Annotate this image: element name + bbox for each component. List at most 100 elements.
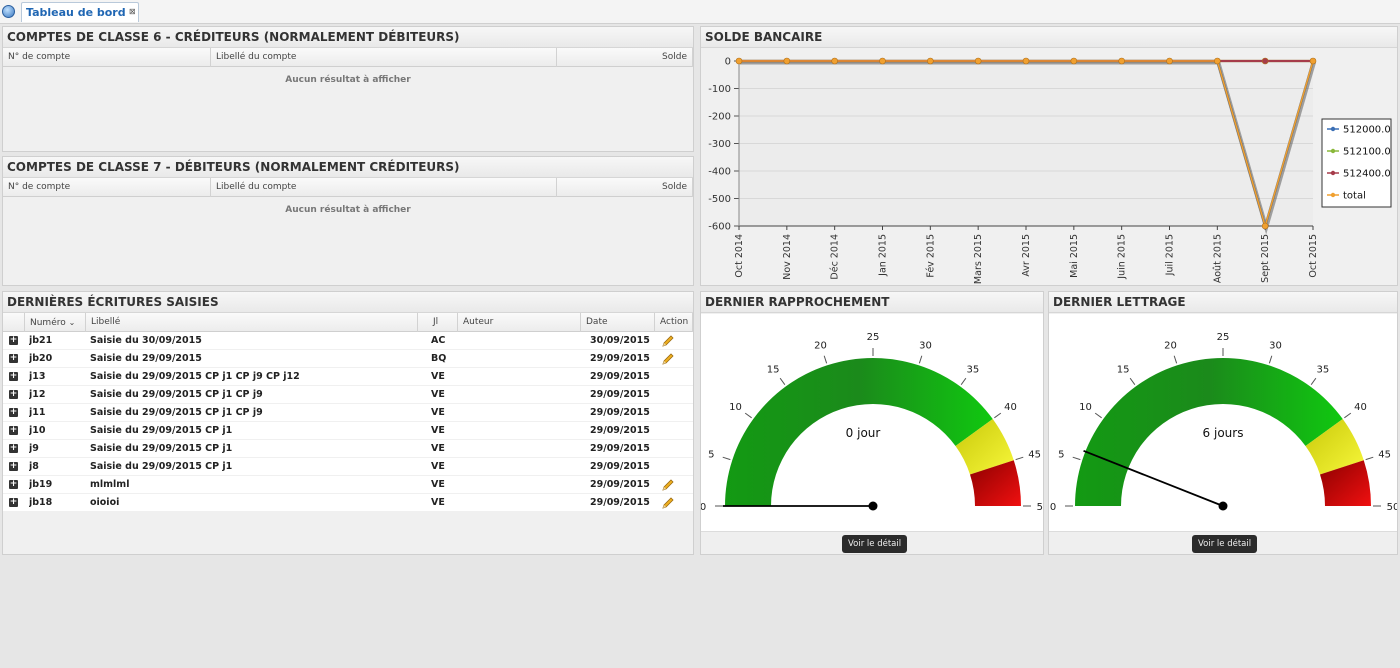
sort-desc-icon[interactable]: ⌄	[68, 318, 76, 327]
edit-pencil-icon[interactable]	[661, 352, 675, 366]
gauge-tick-label: 15	[767, 364, 780, 375]
panel-rapprochement: DERNIER RAPPROCHEMENT 0 5 10 15 20 25 30 35 40 45…	[700, 291, 1044, 555]
column-header-solde[interactable]: Solde	[557, 48, 693, 67]
panel-solde-bancaire: SOLDE BANCAIRE 0 -100 -200 -300 -400 -500 -600…	[700, 26, 1398, 286]
column-header-libelle[interactable]: Libellé du compte	[211, 48, 557, 67]
gauge-band-yellow	[955, 419, 1014, 475]
expand-icon[interactable]: +	[9, 497, 18, 507]
column-header-expand	[3, 313, 25, 332]
column-header-numero[interactable]: N° de compte	[3, 48, 211, 67]
cell-date: 29/09/2015	[590, 497, 650, 508]
cell-jl: BQ	[431, 353, 447, 364]
cell-libelle: mlmlml	[90, 479, 130, 490]
y-tick-label: -500	[708, 194, 731, 205]
table-row[interactable]: + jb21 Saisie du 30/09/2015 AC 30/09/2015	[3, 332, 693, 350]
gauge-hub	[1218, 501, 1228, 511]
data-point	[1118, 57, 1125, 65]
column-header-libelle[interactable]: Libellé	[86, 313, 418, 332]
table-row[interactable]: + j8 Saisie du 29/09/2015 CP j1 VE 29/09/201…	[3, 458, 693, 476]
x-tick-label: Sept 2015	[1260, 234, 1271, 283]
expand-icon[interactable]: +	[9, 443, 18, 453]
cell-date: 29/09/2015	[590, 443, 650, 454]
gauge-tick-label: 25	[867, 332, 880, 343]
column-header-date[interactable]: Date comptable	[581, 313, 655, 346]
gauge-lettrage: 0 5 10 15 20 25 30 35 40 45 50	[1050, 332, 1397, 513]
cell-date: 29/09/2015	[590, 461, 650, 472]
cell-date: 29/09/2015	[590, 425, 650, 436]
table-row[interactable]: + jb20 Saisie du 29/09/2015 BQ 29/09/2015	[3, 350, 693, 368]
cell-jl: AC	[431, 335, 446, 346]
cell-numero: j10	[29, 425, 46, 436]
data-point	[1166, 57, 1173, 65]
column-header-jl[interactable]: Jl	[418, 313, 458, 332]
expand-icon[interactable]: +	[9, 461, 18, 471]
gauge-tick-label: 40	[1004, 402, 1017, 413]
gauge-tick-label: 5	[708, 449, 714, 460]
edit-pencil-icon[interactable]	[661, 496, 675, 510]
table-row[interactable]: + j10 Saisie du 29/09/2015 CP j1 VE 29/09/20…	[3, 422, 693, 440]
table-row[interactable]: + j11 Saisie du 29/09/2015 CP j1 CP j9 VE 29…	[3, 404, 693, 422]
expand-icon[interactable]: +	[9, 407, 18, 417]
column-header-solde[interactable]: Solde	[557, 178, 693, 197]
gauge-tick	[1268, 355, 1273, 364]
gauge-tick-label: 10	[1079, 402, 1092, 413]
cell-numero: j12	[29, 389, 46, 400]
cell-libelle: Saisie du 29/09/2015 CP j1	[90, 425, 233, 436]
legend-label: total	[1343, 191, 1366, 202]
legend-marker	[1330, 126, 1336, 132]
gauge-tick-label: 0	[701, 502, 706, 513]
cell-numero: j9	[29, 443, 39, 454]
gauge-tick	[744, 412, 752, 419]
column-header-numero[interactable]: Numéro ⌄	[25, 313, 86, 332]
table-row[interactable]: + j9 Saisie du 29/09/2015 CP j1 VE 29/09/201…	[3, 440, 693, 458]
cell-libelle: Saisie du 29/09/2015 CP j1	[90, 443, 233, 454]
panel-title: SOLDE BANCAIRE	[701, 27, 1397, 48]
app-logo-icon[interactable]	[2, 5, 15, 18]
panel-title: DERNIER LETTRAGE	[1049, 292, 1397, 313]
expand-icon[interactable]: +	[9, 389, 18, 399]
data-point	[1261, 222, 1269, 230]
cell-date: 29/09/2015	[590, 407, 650, 418]
y-tick-label: -200	[708, 112, 731, 123]
expand-icon[interactable]: +	[9, 335, 18, 345]
gauge-tick-label: 15	[1117, 364, 1130, 375]
edit-pencil-icon[interactable]	[661, 478, 675, 492]
gauge-tick	[1365, 456, 1374, 461]
empty-message: Aucun résultat à afficher	[285, 75, 411, 85]
gauge-tick-label: 20	[1164, 340, 1177, 351]
gauge-tick	[1344, 412, 1352, 419]
cell-libelle: Saisie du 30/09/2015	[90, 335, 202, 346]
column-header-auteur[interactable]: Auteur	[458, 313, 581, 332]
expand-icon[interactable]: +	[9, 353, 18, 363]
edit-pencil-icon[interactable]	[661, 334, 675, 348]
column-header-libelle[interactable]: Libellé du compte	[211, 178, 557, 197]
gauge-tick-label: 30	[919, 340, 932, 351]
gauge-tick-label: 45	[1378, 449, 1391, 460]
expand-icon[interactable]: +	[9, 479, 18, 489]
gauge-tick-label: 45	[1028, 449, 1041, 460]
expand-icon[interactable]: +	[9, 425, 18, 435]
gauge-tick	[1173, 355, 1178, 364]
data-point	[1214, 57, 1221, 65]
x-tick-label: Déc 2014	[830, 234, 841, 280]
table-row[interactable]: + jb18 oioioi VE 29/09/2015	[3, 494, 693, 512]
tab-tableau-de-bord[interactable]: Tableau de bord ⊠	[21, 2, 139, 22]
x-tick-label: Mai 2015	[1069, 234, 1080, 278]
panel-classe7: COMPTES DE CLASSE 7 - DÉBITEURS (NORMALE…	[2, 156, 694, 286]
voir-detail-button[interactable]: Voir le détail	[1192, 535, 1258, 553]
gauge-footer: Voir le détail	[701, 531, 1043, 554]
legend-label: 512100.0	[1343, 147, 1391, 158]
expand-icon[interactable]: +	[9, 371, 18, 381]
close-icon[interactable]: ⊠	[128, 7, 136, 16]
table-row[interactable]: + j12 Saisie du 29/09/2015 CP j1 CP j9 VE 29…	[3, 386, 693, 404]
gauge-tick	[960, 377, 967, 385]
cell-numero: j11	[29, 407, 46, 418]
table-row[interactable]: + jb19 mlmlml VE 29/09/2015	[3, 476, 693, 494]
table-row[interactable]: + j13 Saisie du 29/09/2015 CP j1 CP j9 CP …	[3, 368, 693, 386]
column-header-numero[interactable]: N° de compte	[3, 178, 211, 197]
gauge-tick	[994, 412, 1002, 419]
empty-message: Aucun résultat à afficher	[285, 205, 411, 215]
voir-detail-button[interactable]: Voir le détail	[842, 535, 908, 553]
cell-jl: VE	[431, 443, 445, 454]
gauge-band-green	[1075, 357, 1343, 506]
